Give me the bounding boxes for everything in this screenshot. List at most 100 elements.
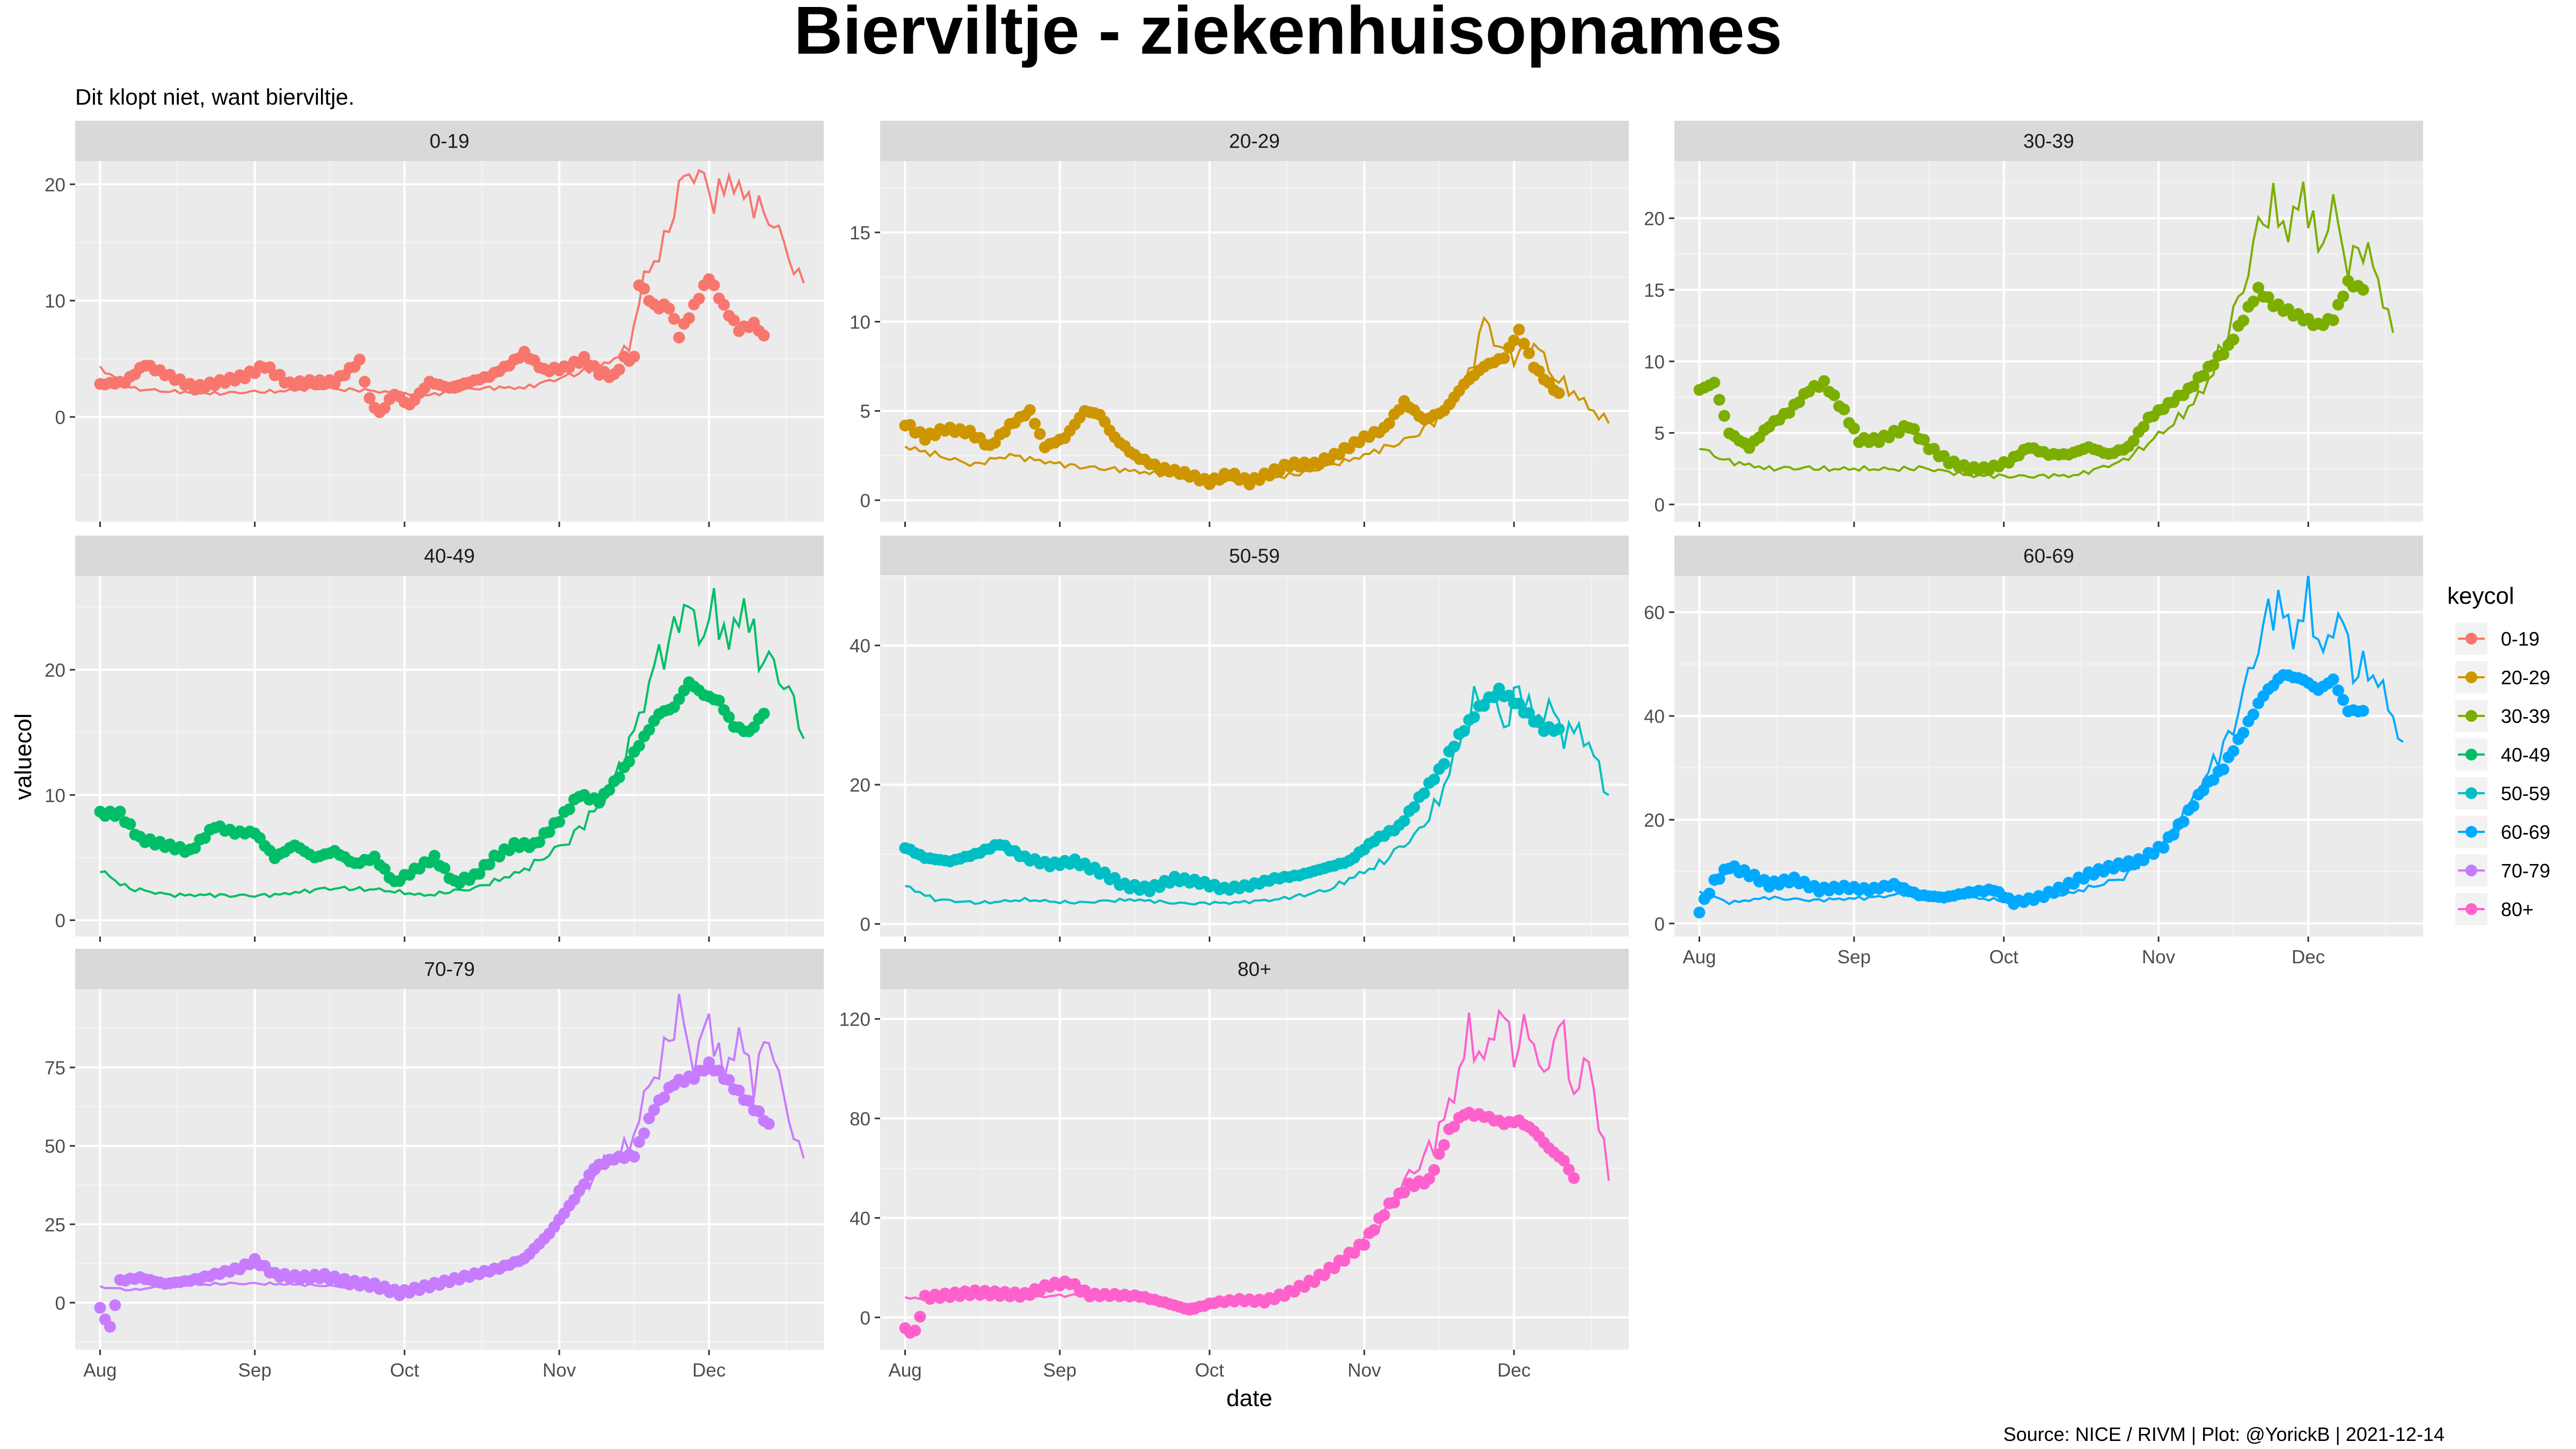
data-point: [438, 862, 451, 874]
data-point: [578, 1178, 590, 1190]
y-tick-label: 0: [860, 1308, 870, 1329]
legend-label: 20-29: [2501, 667, 2550, 689]
data-point: [2332, 684, 2344, 697]
facet-strip: [75, 121, 824, 161]
data-point: [2337, 694, 2350, 706]
y-tick-label: 20: [1644, 810, 1665, 831]
data-point: [2127, 435, 2140, 447]
chart-title: Bierviltje - ziekenhuisopnames: [794, 0, 1782, 68]
data-point: [2247, 708, 2259, 721]
y-tick-label: 75: [45, 1058, 65, 1079]
data-point: [369, 850, 380, 862]
series-points-30-39: [1693, 275, 2369, 477]
data-point: [2357, 705, 2369, 717]
data-point: [1378, 1209, 1391, 1221]
series-points-0-19: [94, 273, 770, 419]
data-point: [633, 740, 645, 752]
data-point: [2227, 333, 2240, 346]
facet-strip: [880, 949, 1629, 989]
data-point: [2187, 800, 2200, 812]
data-point: [1568, 1172, 1580, 1184]
data-point: [1713, 873, 1725, 885]
data-point: [628, 1151, 640, 1163]
data-point: [1828, 389, 1840, 401]
data-point: [603, 784, 616, 796]
data-point: [1398, 815, 1410, 827]
facet-strip: [880, 121, 1629, 161]
legend-label: 80+: [2501, 898, 2534, 920]
data-point: [1838, 404, 1850, 415]
data-point: [1553, 387, 1565, 399]
data-point: [428, 850, 441, 862]
x-tick-label: Sep: [1043, 1360, 1077, 1381]
data-point: [1478, 700, 1490, 712]
facet-panel-20-29: 20-29 0 5 10 15: [850, 121, 1629, 527]
series-points-80+: [899, 1107, 1580, 1339]
data-point: [1523, 347, 1535, 360]
data-point: [1513, 324, 1525, 336]
data-point: [1523, 707, 1535, 719]
data-point: [2177, 816, 2190, 828]
data-point: [1708, 377, 1721, 389]
data-point: [683, 312, 695, 324]
data-point: [1433, 1148, 1445, 1160]
data-point: [673, 693, 685, 705]
data-point: [593, 796, 605, 809]
data-point: [2237, 314, 2250, 327]
data-point: [728, 314, 740, 326]
data-point: [378, 402, 391, 414]
data-point: [914, 1311, 926, 1323]
panel-background: [880, 161, 1629, 522]
data-point: [2168, 829, 2179, 841]
y-tick-label: 20: [45, 660, 65, 681]
facet-strip-label: 50-59: [1229, 545, 1280, 567]
data-point: [718, 298, 730, 311]
data-point: [473, 868, 486, 880]
y-tick-label: 0: [1655, 914, 1665, 935]
data-point: [543, 826, 555, 838]
data-point: [2327, 673, 2339, 685]
data-point: [1099, 416, 1111, 428]
series-points-20-29: [899, 324, 1565, 491]
y-tick-label: 60: [1644, 603, 1665, 624]
series-points-40-49: [94, 676, 770, 889]
legend-key-point: [2465, 671, 2477, 683]
data-point: [1024, 404, 1036, 416]
data-point: [1553, 723, 1565, 735]
data-point: [1438, 1139, 1450, 1151]
data-point: [1393, 404, 1406, 416]
y-tick-label: 40: [850, 1208, 870, 1229]
data-point: [638, 283, 650, 295]
data-point: [753, 1105, 765, 1117]
data-point: [568, 1194, 580, 1206]
data-point: [124, 818, 136, 830]
data-point: [1383, 417, 1395, 429]
x-tick-label: Nov: [2142, 947, 2176, 968]
y-tick-label: 10: [45, 785, 65, 806]
facet-strip-label: 30-39: [2023, 130, 2074, 152]
y-tick-label: 0: [55, 407, 65, 428]
data-point: [1498, 352, 1510, 364]
data-point: [2197, 784, 2209, 796]
x-tick-label: Oct: [1195, 1360, 1225, 1381]
panel-background: [75, 989, 824, 1350]
y-tick-label: 10: [850, 312, 870, 333]
legend-key-point: [2465, 865, 2477, 876]
facet-panels: 0-19 0 10 20 20-29 0 5 10 15 30-39 0 5 10 15 20 40-49 0 1…: [45, 121, 2423, 1381]
legend-key-point: [2465, 710, 2477, 722]
legend-label: 70-79: [2501, 860, 2550, 882]
data-point: [2247, 295, 2259, 308]
data-point: [2138, 421, 2150, 433]
data-point: [673, 332, 685, 343]
x-tick-label: Aug: [888, 1360, 921, 1381]
y-tick-label: 80: [850, 1109, 870, 1130]
data-point: [588, 360, 601, 372]
facet-strip: [75, 949, 824, 989]
data-point: [643, 724, 655, 736]
data-point: [763, 1118, 775, 1130]
data-point: [2157, 841, 2170, 854]
data-point: [909, 1324, 921, 1337]
data-point: [613, 363, 625, 376]
data-point: [1448, 1121, 1460, 1133]
data-point: [94, 1301, 106, 1314]
